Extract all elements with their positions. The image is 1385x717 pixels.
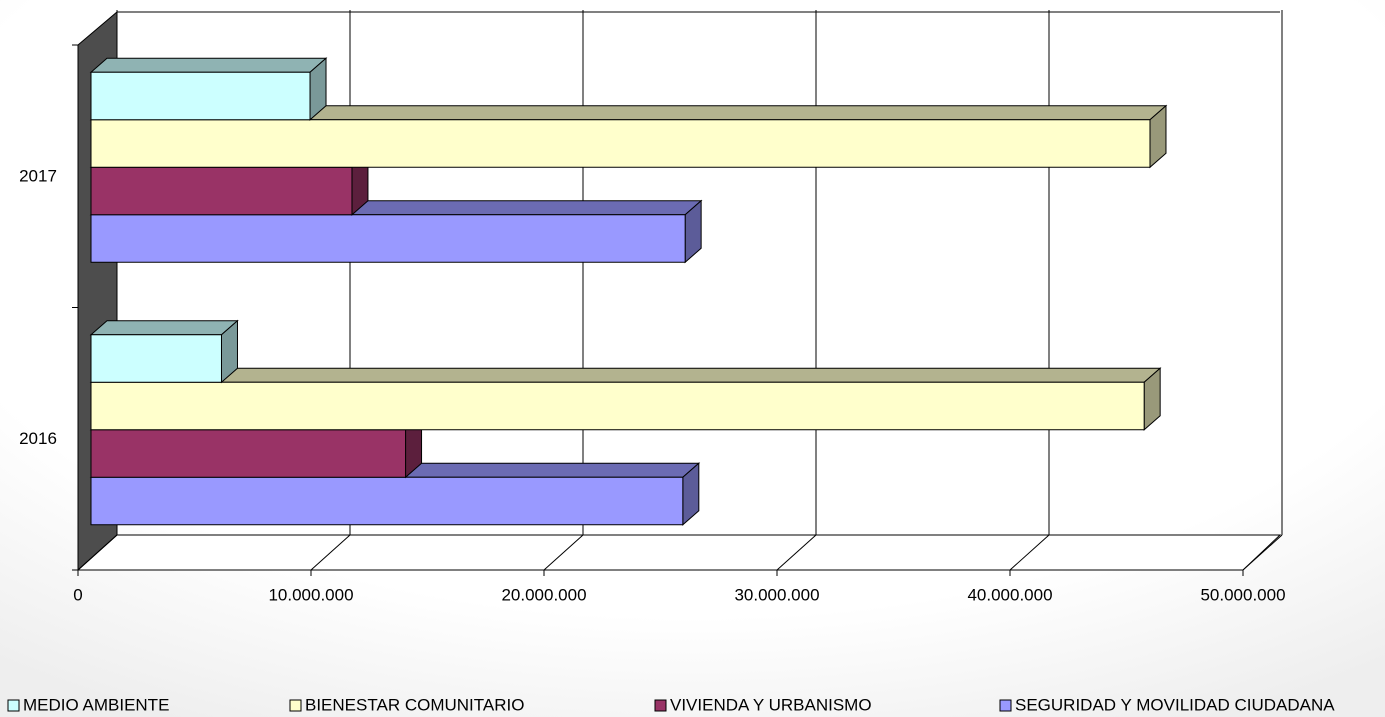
- grid-line: [310, 534, 351, 571]
- legend-swatch: [654, 699, 667, 712]
- grid-line: [77, 534, 118, 571]
- bar: [90, 334, 222, 383]
- x-tick-label: 40.000.000: [967, 585, 1052, 604]
- legend-swatch: [7, 699, 20, 712]
- legend-label: BIENESTAR COMUNITARIO: [305, 695, 524, 714]
- x-tick-label: 30.000.000: [734, 585, 819, 604]
- bar: [90, 429, 407, 478]
- legend-label: VIVIENDA Y URBANISMO: [670, 695, 872, 714]
- x-tick-label: 20.000.000: [501, 585, 586, 604]
- bar: [90, 476, 684, 526]
- grid-line: [1009, 534, 1050, 571]
- x-tick-label: 10.000.000: [268, 585, 353, 604]
- bar: [90, 119, 1151, 168]
- bar-top: [89, 320, 239, 336]
- bar-top: [89, 57, 328, 73]
- legend-label: MEDIO AMBIENTE: [23, 695, 169, 714]
- y-tick-label: 2017: [19, 167, 57, 186]
- bar: [90, 166, 353, 216]
- bar: [90, 381, 1145, 431]
- bar: [90, 214, 686, 263]
- bar: [90, 71, 311, 121]
- x-tick-label: 0: [73, 585, 82, 604]
- legend-swatch: [289, 699, 302, 712]
- grid-line: [776, 534, 817, 571]
- legend-swatch: [999, 699, 1012, 712]
- grid-line: [1242, 534, 1283, 571]
- grid-line: [543, 534, 584, 571]
- floor: [76, 534, 1282, 571]
- bar-top: [89, 367, 1162, 383]
- x-tick-label: 50.000.000: [1200, 585, 1285, 604]
- legend-label: SEGURIDAD Y MOVILIDAD CIUDADANA: [1015, 695, 1335, 714]
- y-tick-label: 2016: [19, 429, 57, 448]
